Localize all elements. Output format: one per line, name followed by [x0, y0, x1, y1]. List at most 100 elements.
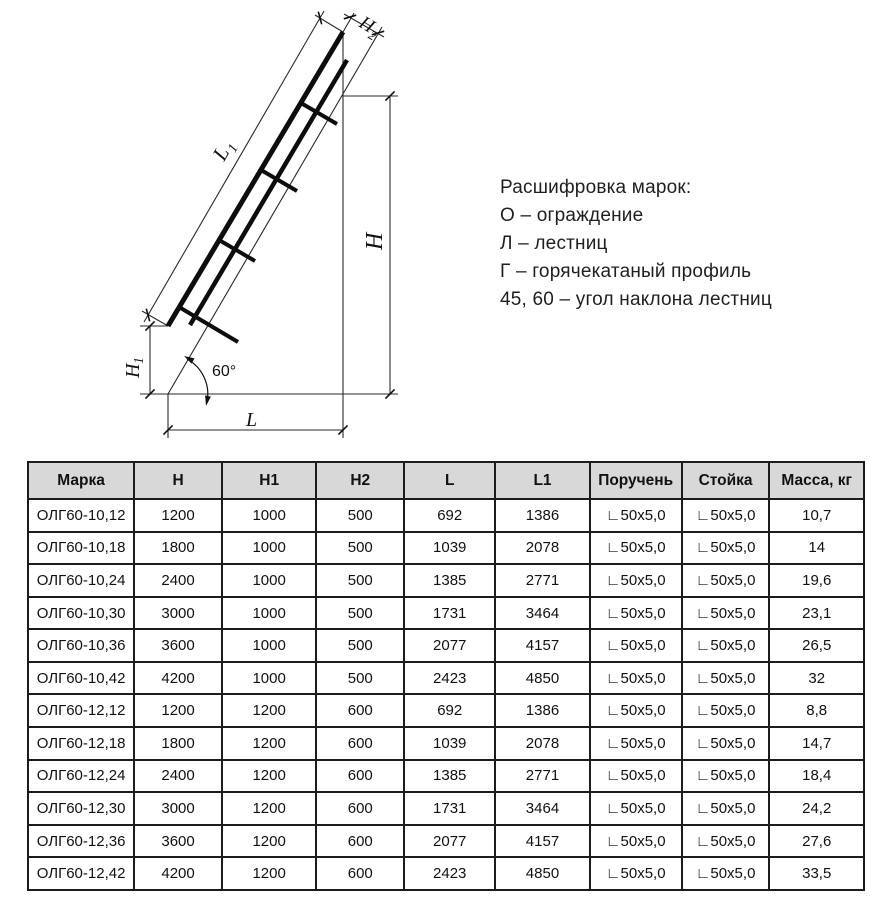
table-cell: ∟50х5,0: [588, 563, 683, 598]
table-cell: 2771: [494, 563, 591, 598]
table-cell: 4850: [494, 660, 591, 696]
angle-arc: [184, 356, 211, 406]
dimension-lines: [140, 10, 398, 438]
table-cell: 1385: [403, 563, 497, 598]
table-cell: 3000: [133, 791, 223, 826]
table-cell: 8,8: [768, 693, 865, 729]
table-row: ОЛГ60-10,24 2400 1000 500 1385 2771 ∟50х5,0 ∟50…: [26, 563, 865, 598]
table-cell: 4200: [133, 856, 223, 891]
table-cell: 600: [315, 791, 406, 826]
tick: [144, 388, 156, 400]
table-cell: ∟50х5,0: [588, 726, 683, 761]
tick: [337, 424, 349, 436]
table-row: ОЛГ60-12,24 2400 1200 600 1385 2771 ∟50х5,0 ∟50…: [26, 758, 865, 794]
table-cell: 600: [315, 758, 406, 794]
table-cell: ∟50х5,0: [588, 693, 683, 729]
table-row: ОЛГ60-12,18 1800 1200 600 1039 2078 ∟50х5,0 ∟50…: [26, 726, 865, 761]
table-cell: 500: [315, 660, 406, 696]
table-cell: ∟50х5,0: [680, 856, 771, 891]
table-cell: 1000: [220, 563, 318, 598]
table-cell: ОЛГ60-12,36: [26, 823, 136, 859]
table-cell: 3600: [133, 823, 223, 859]
table-cell: 2771: [494, 758, 591, 794]
table-cell: 18,4: [768, 758, 865, 794]
table-cell: 1039: [403, 726, 497, 761]
dim-label-H1-main: H: [122, 362, 144, 379]
table-cell: 500: [315, 498, 406, 533]
table-cell: 1800: [133, 530, 223, 566]
table-row: ОЛГ60-12,36 3600 1200 600 2077 4157 ∟50х5,0 ∟50…: [26, 823, 865, 859]
table-cell: ∟50х5,0: [588, 856, 683, 891]
table-cell: 2400: [133, 563, 223, 598]
table-cell: 1200: [220, 726, 318, 761]
table-cell: 500: [315, 563, 406, 598]
table-cell: 23,1: [768, 595, 865, 631]
dim-label-H1: H 1: [122, 357, 147, 379]
table-cell: ∟50х5,0: [680, 693, 771, 729]
legend-item: 45, 60 – угол наклона лестниц: [500, 289, 772, 310]
column-header: Н1: [220, 461, 318, 500]
table-cell: 4200: [133, 660, 223, 696]
table-cell: 3600: [133, 628, 223, 663]
table-cell: 24,2: [768, 791, 865, 826]
arc-arrowhead: [205, 395, 211, 406]
table-row: ОЛГ60-10,36 3600 1000 500 2077 4157 ∟50х5,0 ∟50…: [26, 628, 865, 663]
table-cell: ∟50х5,0: [680, 823, 771, 859]
spec-table-body: ОЛГ60-10,12 1200 1000 500 692 1386 ∟50х5,0 ∟50х…: [26, 498, 865, 891]
table-cell: 1800: [133, 726, 223, 761]
table-cell: 692: [403, 693, 497, 729]
table-cell: 3464: [494, 595, 591, 631]
spec-table: Марка Н Н1 Н2 L L1 Поручень Стойка Масса, кг ОЛГ…: [26, 461, 865, 891]
post-line: [259, 168, 299, 193]
table-cell: 1000: [220, 628, 318, 663]
table-cell: 1385: [403, 758, 497, 794]
table-cell: ∟50х5,0: [588, 595, 683, 631]
table-cell: 692: [403, 498, 497, 533]
table-cell: ∟50х5,0: [588, 628, 683, 663]
table-cell: 2423: [403, 856, 497, 891]
post-line: [299, 101, 339, 126]
table-cell: ОЛГ60-10,42: [26, 660, 136, 696]
table-cell: 1200: [133, 693, 223, 729]
table-cell: 3464: [494, 791, 591, 826]
table-cell: ∟50х5,0: [680, 726, 771, 761]
table-cell: 1200: [220, 823, 318, 859]
table-row: ОЛГ60-10,30 3000 1000 500 1731 3464 ∟50х5,0 ∟50…: [26, 595, 865, 631]
table-cell: ∟50х5,0: [588, 530, 683, 566]
table-cell: ОЛГ60-12,30: [26, 791, 136, 826]
table-cell: ОЛГ60-12,24: [26, 758, 136, 794]
table-cell: ОЛГ60-10,18: [26, 530, 136, 566]
table-cell: 1200: [133, 498, 223, 533]
legend-title: Расшифровка марок:: [500, 177, 692, 198]
table-cell: 1000: [220, 498, 318, 533]
tick: [145, 308, 151, 322]
column-header: L1: [494, 461, 591, 500]
table-cell: 3000: [133, 595, 223, 631]
table-cell: ∟50х5,0: [588, 758, 683, 794]
tick: [317, 11, 323, 25]
table-row: ОЛГ60-10,12 1200 1000 500 692 1386 ∟50х5,0 ∟50х…: [26, 498, 865, 533]
table-cell: ОЛГ60-12,18: [26, 726, 136, 761]
column-header: Н2: [315, 461, 406, 500]
table-cell: 33,5: [768, 856, 865, 891]
table-cell: 1200: [220, 693, 318, 729]
tick: [343, 14, 357, 20]
table-row: ОЛГ60-10,42 4200 1000 500 2423 4850 ∟50х5,0 ∟50…: [26, 660, 865, 696]
table-cell: 500: [315, 530, 406, 566]
table-cell: ∟50х5,0: [680, 595, 771, 631]
table-cell: ∟50х5,0: [588, 660, 683, 696]
column-header: Стойка: [680, 461, 771, 500]
table-cell: 1000: [220, 595, 318, 631]
table-cell: 500: [315, 595, 406, 631]
table-cell: 19,6: [768, 563, 865, 598]
table-cell: 2077: [403, 628, 497, 663]
table-cell: 26,5: [768, 628, 865, 663]
table-cell: 1731: [403, 595, 497, 631]
tick: [162, 424, 174, 436]
marking-legend: Расшифровка марок: О – ограждение Л – ле…: [500, 174, 860, 314]
table-cell: ОЛГ60-12,42: [26, 856, 136, 891]
midrail-line: [188, 58, 349, 327]
table-cell: ОЛГ60-10,30: [26, 595, 136, 631]
table-cell: 4157: [494, 823, 591, 859]
